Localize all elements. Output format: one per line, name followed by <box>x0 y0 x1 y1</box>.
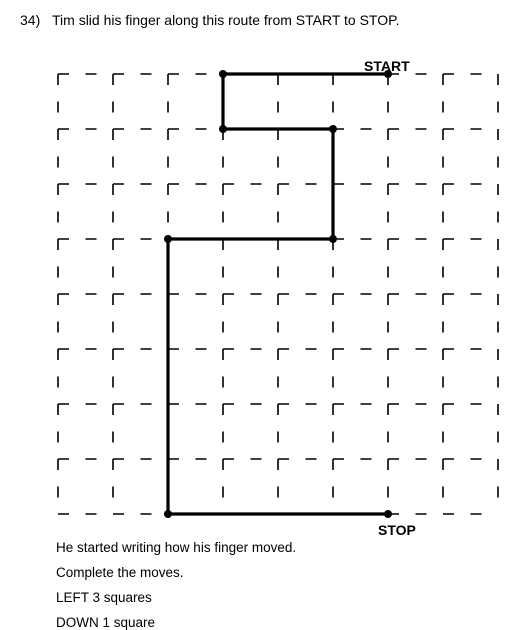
question-row: 34) Tim slid his finger along this route… <box>20 12 511 28</box>
grid-svg <box>38 34 518 534</box>
figure: START STOP <box>38 34 518 534</box>
instruction-line-1: He started writing how his finger moved. <box>56 540 511 555</box>
page: 34) Tim slid his finger along this route… <box>0 0 531 603</box>
question-text: Tim slid his finger along this route fro… <box>52 12 400 28</box>
instructions: He started writing how his finger moved.… <box>56 540 511 630</box>
question-number: 34) <box>20 12 52 28</box>
label-stop: STOP <box>378 522 416 538</box>
label-start: START <box>364 58 410 74</box>
instruction-line-2: Complete the moves. <box>56 565 511 580</box>
instruction-line-4: DOWN 1 square <box>56 615 511 630</box>
